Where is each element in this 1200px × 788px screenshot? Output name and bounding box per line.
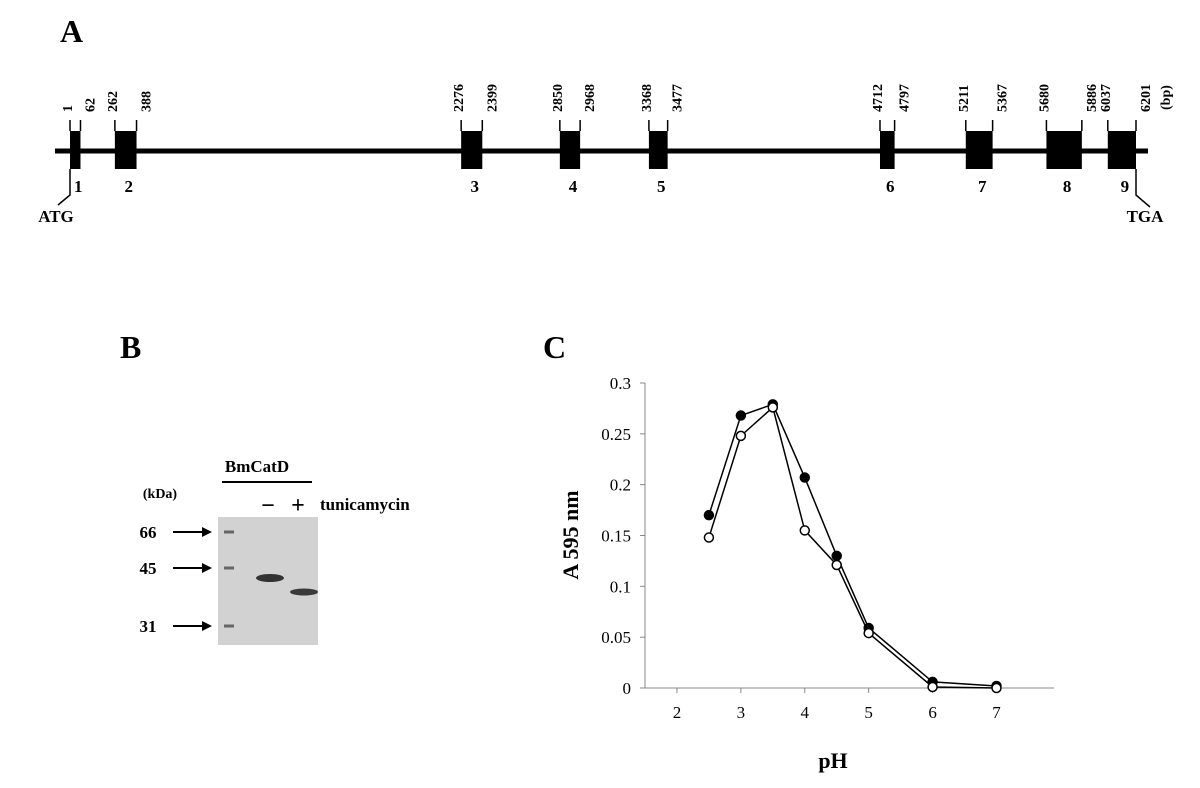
x-tick-label: 4 [801,703,810,722]
x-tick-label: 2 [673,703,682,722]
marker-arrowhead [202,527,212,537]
boundary-label: 1 [61,105,76,112]
exon-number: 7 [978,177,987,196]
exon [1046,131,1082,169]
ladder-band [224,566,234,570]
data-point [799,472,811,483]
exon-number: 8 [1063,177,1072,196]
boundary-label: 5680 [1037,84,1052,112]
boundary-label: 6201 [1139,84,1154,112]
boundary-label: 2399 [485,84,500,112]
exon-number: 9 [1121,177,1130,196]
data-point [703,532,715,543]
data-point [735,410,747,421]
boundary-label: 3368 [640,84,655,112]
exon-number: 1 [74,177,83,196]
data-point [863,627,874,639]
boundary-label: 5886 [1085,84,1100,112]
boundary-label: 2968 [583,84,598,112]
exon [114,131,137,169]
boundary-label: 4797 [898,84,913,112]
exon-number: 4 [569,177,578,196]
y-axis-title: A 595 nm [558,490,583,579]
y-tick-label: 0.2 [610,476,631,495]
marker-label: 31 [140,617,157,636]
panel-label: B [120,329,141,365]
marker-label: 45 [140,559,157,578]
x-tick-label: 6 [928,703,937,722]
y-tick-label: 0 [623,679,632,698]
boundary-label: 4712 [871,84,886,112]
x-tick-label: 5 [864,703,873,722]
data-point [831,559,842,571]
data-point [767,402,779,413]
boundary-label: 262 [106,91,121,112]
data-point [735,430,747,442]
exon [965,131,993,169]
minus-label: − [261,493,275,519]
exon [1107,131,1136,169]
ladder-band [224,624,234,628]
panel-label: A [60,13,83,49]
boundary-label: 388 [140,91,155,112]
exon [559,131,581,169]
stop-codon: TGA [1127,207,1165,226]
x-tick-label: 7 [992,703,1001,722]
exon [461,131,483,169]
series-line [708,406,997,689]
y-tick-label: 0.3 [610,374,631,393]
data-point [703,509,715,521]
data-point [991,682,1002,694]
marker-label: 66 [140,523,157,542]
x-axis-title: pH [818,748,847,773]
boundary-label: 5211 [957,85,972,112]
exon-number: 2 [124,177,133,196]
ladder-band [224,530,234,534]
treatment-label: tunicamycin [320,495,410,514]
exon-number: 3 [470,177,479,196]
exon [879,131,895,169]
y-tick-label: 0.1 [610,577,631,596]
y-tick-label: 0.15 [601,527,631,546]
panel-label: C [543,329,566,365]
stop-marker [1135,169,1151,208]
exon [70,131,81,169]
unit-label: (kDa) [143,487,178,502]
series-line [708,403,997,687]
exon [648,131,668,169]
y-tick-label: 0.05 [601,628,631,647]
marker-arrowhead [202,563,212,573]
x-tick-label: 3 [737,703,746,722]
boundary-label: 2276 [452,84,467,112]
boundary-label: 62 [83,98,98,112]
marker-arrowhead [202,621,212,631]
plus-label: + [291,493,305,519]
start-codon: ATG [38,207,74,226]
boundary-label: 2850 [551,84,566,112]
exon-number: 6 [886,177,895,196]
unit-label: (bp) [1159,85,1174,110]
lane-header: BmCatD [225,457,289,476]
data-point [831,550,842,562]
boundary-label: 3477 [671,84,686,112]
exon-number: 5 [657,177,666,196]
data-point [927,681,938,693]
gel-band [290,588,318,596]
boundary-label: 5367 [996,84,1011,112]
start-marker [57,169,71,206]
boundary-label: 6037 [1099,84,1114,112]
gel-band [256,574,284,582]
data-point [799,525,811,536]
y-tick-label: 0.25 [601,425,631,444]
